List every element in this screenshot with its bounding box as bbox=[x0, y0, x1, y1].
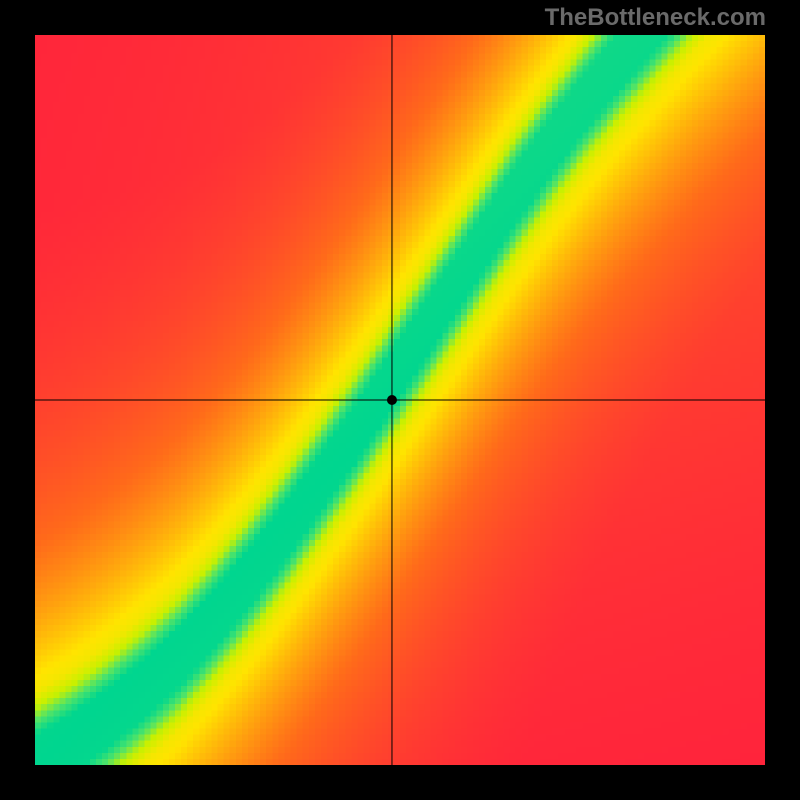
watermark-text: TheBottleneck.com bbox=[545, 4, 766, 32]
bottleneck-heatmap bbox=[35, 35, 765, 765]
chart-container: TheBottleneck.com bbox=[0, 0, 800, 800]
